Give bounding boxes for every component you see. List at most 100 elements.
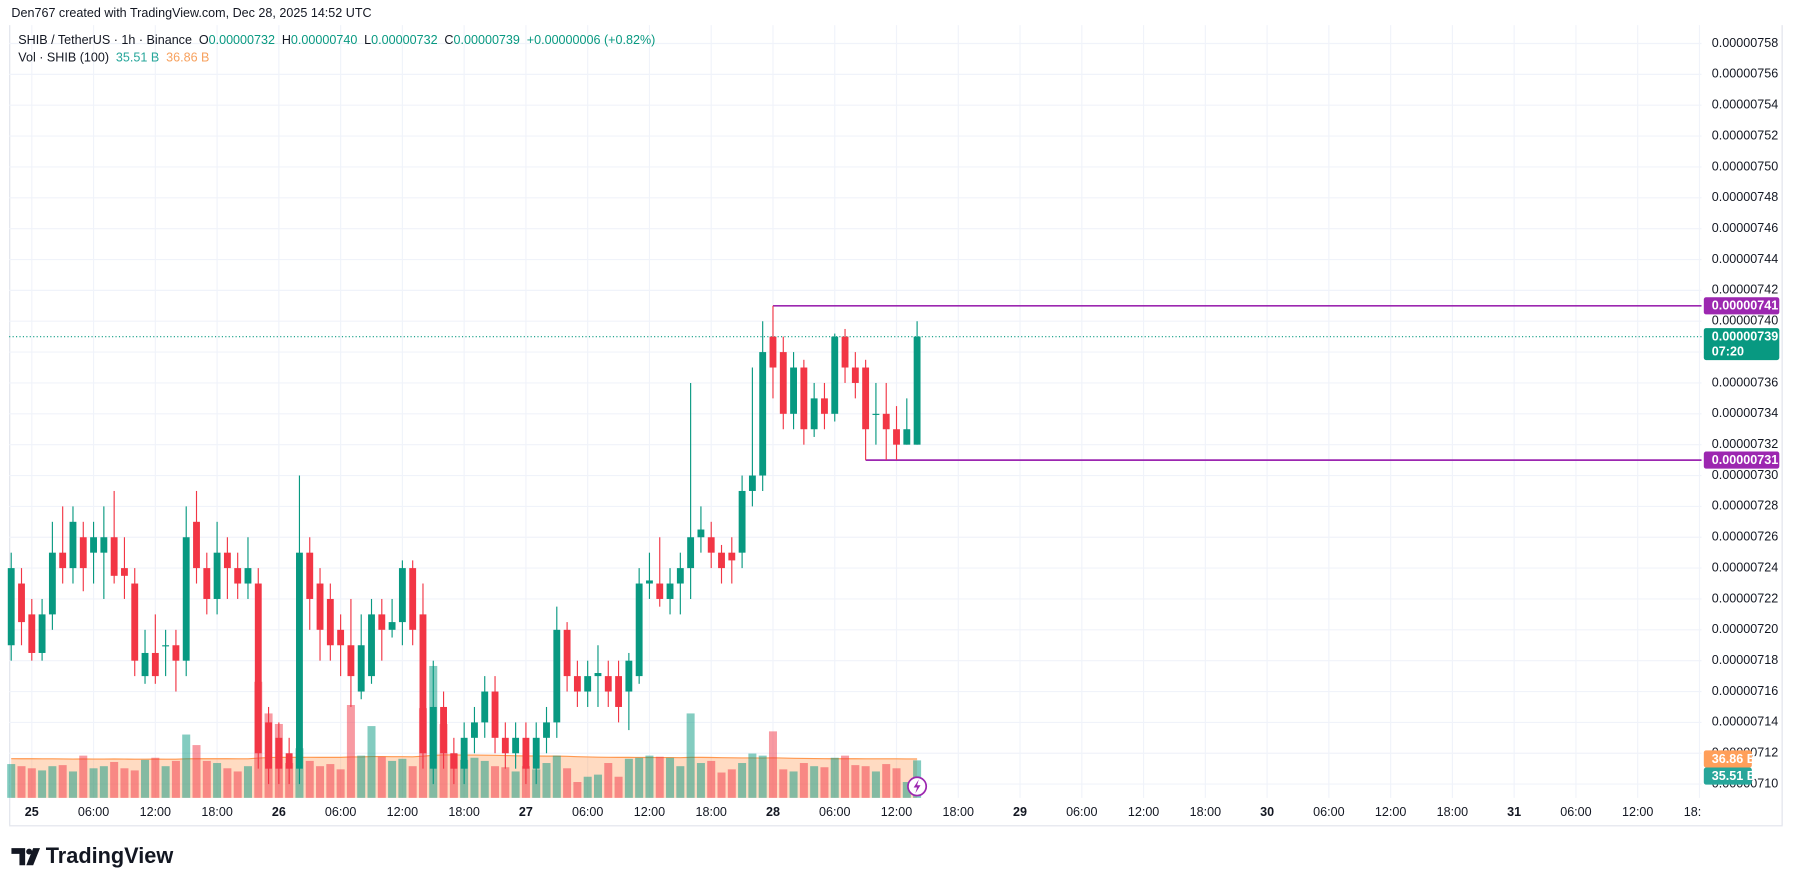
candle-body: [563, 629, 571, 677]
legend-value: 0.00000739: [454, 33, 520, 47]
volume-bar: [768, 731, 777, 798]
x-tick-label: 29: [1013, 805, 1027, 819]
volume-legend: Vol · SHIB (100) 35.51 B 36.86 B: [18, 51, 209, 65]
volume-bar: [511, 771, 520, 798]
candle-body: [697, 529, 705, 538]
legend-key: O: [199, 33, 209, 47]
candle-body: [625, 660, 633, 692]
volume-bar: [192, 745, 201, 798]
y-tick-label: 0.00000728: [1712, 499, 1778, 513]
x-tick-label: 12:00: [881, 805, 912, 819]
volume-bar: [851, 765, 860, 798]
volume-bar: [27, 768, 36, 798]
candle-body: [265, 722, 272, 769]
x-tick-label: 12:00: [140, 805, 171, 819]
volume-bar: [748, 753, 757, 798]
y-tick-label: 0.00000758: [1712, 36, 1778, 50]
symbol-legend: SHIB / TetherUS · 1h · Binance O0.0000073…: [18, 33, 655, 47]
x-tick-label: 27: [519, 805, 533, 819]
volume-bar: [542, 763, 551, 798]
x-tick-label: 12:00: [1622, 805, 1653, 819]
volume-bar: [243, 766, 252, 798]
x-tick-label: 18:00: [1437, 805, 1468, 819]
candle-body: [748, 475, 756, 491]
volume-bar: [367, 726, 376, 798]
candle-body: [460, 737, 468, 769]
candle-body: [141, 652, 149, 677]
x-tick-label: 06:00: [325, 805, 356, 819]
volume-bar: [666, 757, 675, 798]
candle-body: [841, 336, 849, 368]
x-tick-label: 18:00: [201, 805, 232, 819]
candle-body: [59, 552, 67, 569]
y-tick-label: 0.00000730: [1712, 468, 1778, 482]
candle-body: [851, 367, 859, 383]
alert-icon[interactable]: [907, 776, 928, 797]
volume-label: 35.51 B: [1712, 769, 1756, 783]
x-tick-label: 18:00: [695, 805, 726, 819]
volume-bar: [377, 756, 386, 798]
volume-bar: [48, 766, 57, 798]
legend-value: 0.00000732: [371, 33, 437, 47]
volume-bar: [223, 768, 232, 798]
candle-body: [501, 737, 509, 754]
volume-bar: [717, 772, 726, 798]
y-tick-label: 0.00000736: [1712, 375, 1778, 389]
candle-body: [831, 336, 839, 414]
candle-body: [419, 614, 427, 754]
candle-body: [162, 645, 170, 647]
candle-body: [728, 552, 736, 561]
level-label: 0.00000741: [1712, 299, 1778, 313]
candle-body: [779, 352, 787, 414]
footer-logo[interactable]: TradingView: [11, 843, 173, 868]
candle-body: [357, 645, 365, 692]
candle-body: [440, 706, 447, 754]
volume-bar: [738, 763, 747, 798]
candle-body: [656, 583, 664, 599]
y-tick-label: 0.00000742: [1712, 283, 1778, 297]
volume-bar: [707, 760, 716, 798]
volume-bar: [583, 776, 592, 798]
logo-mark[interactable]: [11, 848, 26, 866]
candle-body: [234, 568, 242, 584]
candle-body: [337, 629, 345, 646]
volume-bar: [7, 764, 16, 798]
volume-bar: [17, 766, 26, 798]
candle-body: [790, 367, 797, 414]
volume-bar: [635, 757, 644, 798]
volume-bar: [120, 768, 129, 798]
volume-bar: [68, 771, 77, 798]
volume-bar: [233, 771, 242, 798]
candle-body: [69, 521, 77, 569]
legend-key: C: [444, 33, 453, 47]
logo-text[interactable]: TradingView: [46, 843, 174, 868]
volume-bar: [357, 755, 366, 798]
candle-body: [326, 598, 334, 646]
candle-body: [254, 583, 262, 754]
alert-bolt[interactable]: [913, 779, 921, 794]
candle-body: [635, 583, 643, 677]
volume-bar: [398, 758, 407, 798]
candle-body: [450, 753, 458, 769]
candle-body: [378, 614, 386, 630]
y-tick-label: 0.00000724: [1712, 560, 1778, 574]
candle-body: [522, 737, 530, 769]
x-tick-label: 18:00: [943, 805, 974, 819]
candle-body: [193, 521, 200, 569]
candle-body: [759, 352, 767, 476]
candle-body: [646, 580, 653, 584]
candle-body: [172, 645, 180, 661]
x-tick-label: 18:00: [1190, 805, 1221, 819]
volume-value: 35.51 B: [116, 51, 159, 65]
volume-bar: [110, 761, 119, 798]
candle-body: [718, 552, 725, 569]
candle-body: [18, 583, 25, 623]
volume-bar: [779, 769, 788, 798]
logo-slash[interactable]: [26, 848, 41, 866]
candle-body: [285, 753, 293, 769]
candle-body: [79, 537, 87, 569]
candle-body: [594, 673, 602, 677]
candle-body: [306, 552, 314, 599]
candle-body: [738, 490, 746, 553]
logo-dot[interactable]: [26, 848, 33, 855]
